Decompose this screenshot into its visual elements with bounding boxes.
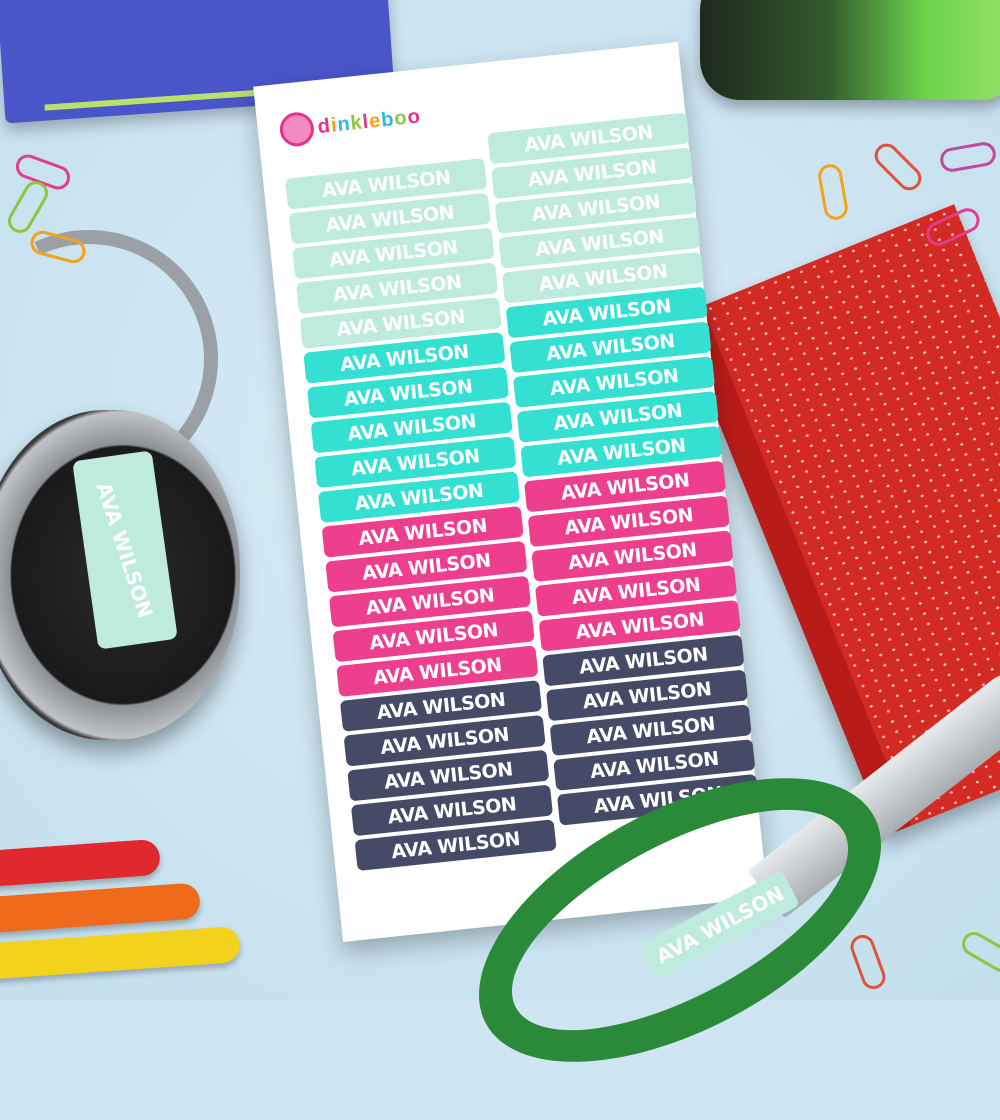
brand-logo: dinkleboo (278, 99, 422, 149)
monkey-logo-icon (278, 110, 316, 149)
label-grid: AVA WILSON AVA WILSON AVA WILSON AVA WILSON… (285, 112, 762, 872)
brand-name: dinkleboo (316, 104, 422, 138)
water-bottle (700, 0, 1000, 100)
